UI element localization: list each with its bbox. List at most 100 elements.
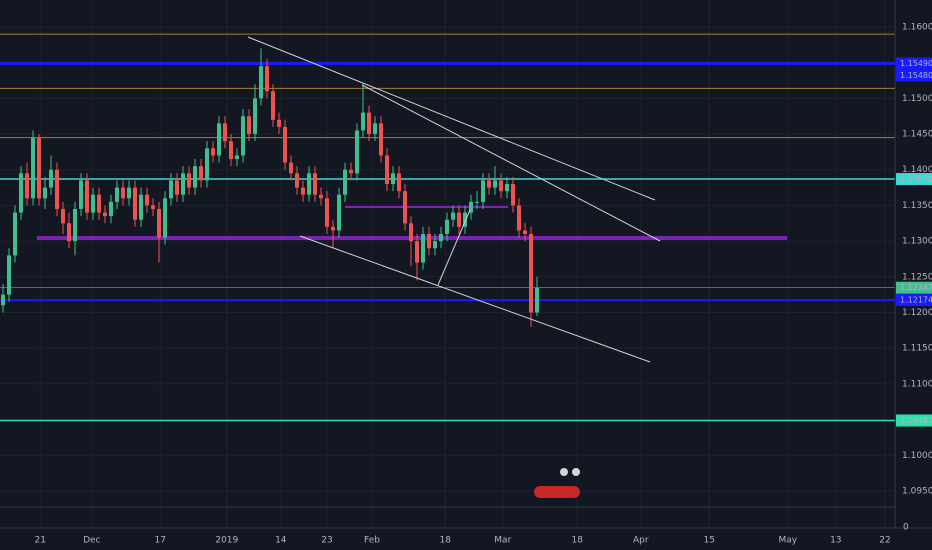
candle-body [337, 194, 341, 231]
event-icon [534, 486, 580, 498]
candle-body [61, 208, 65, 224]
candle-body [265, 66, 269, 92]
candle-body [25, 173, 29, 199]
candle-body [349, 169, 353, 174]
x-tick-label: 17 [154, 536, 165, 546]
grid [0, 0, 895, 528]
x-tick-label: 13 [830, 536, 841, 546]
price-tag-label: 1.10487 [900, 416, 932, 425]
candle-body [109, 201, 113, 217]
candle-body [445, 219, 449, 234]
candle-body [481, 180, 485, 202]
candle-body [127, 187, 131, 199]
x-tick-label: Apr [633, 536, 649, 546]
candle-body [319, 194, 323, 199]
price-tag [896, 414, 932, 427]
candle-body [283, 126, 287, 163]
candle-body [103, 212, 107, 217]
candles [1, 48, 539, 327]
trendlines [247, 36, 661, 363]
y-tick-label: 1.14500 [902, 130, 932, 140]
candle-body [133, 187, 137, 220]
candle-body [505, 184, 509, 192]
candle-body [493, 180, 497, 188]
candle-body [43, 187, 47, 199]
candle-body [517, 205, 521, 231]
candle-body [235, 155, 239, 160]
candle-body [139, 194, 143, 220]
candle-body [211, 148, 215, 156]
x-tick-label: Dec [83, 536, 100, 546]
candle-body [169, 180, 173, 199]
candle-body [205, 148, 209, 181]
candle-body [49, 169, 53, 188]
candle-body [421, 233, 425, 263]
candle-body [115, 187, 119, 202]
candle-body [145, 194, 149, 206]
candle-body [13, 212, 17, 256]
candle-body [427, 233, 431, 249]
candle-body [199, 166, 203, 181]
candle-body [367, 112, 371, 135]
trendline [361, 84, 661, 242]
price-tag-label: 1.12347 [900, 283, 932, 292]
x-tick-label: 22 [879, 536, 890, 546]
x-tick-label: May [778, 536, 797, 546]
candle-body [277, 119, 281, 127]
candle-body [229, 141, 233, 160]
y-tick-label: 1.12500 [902, 272, 932, 282]
candle-body [79, 180, 83, 209]
candle-body [313, 173, 317, 195]
candle-body [253, 98, 257, 135]
candle-body [511, 184, 515, 206]
candle-body [475, 201, 479, 203]
candle-body [223, 123, 227, 142]
y-tick-label: 1.11000 [902, 379, 932, 389]
price-tag [896, 281, 932, 294]
candle-body [85, 180, 89, 213]
candle-body [67, 223, 71, 242]
event-icon [560, 468, 568, 476]
candle-body [217, 123, 221, 156]
trendline [299, 235, 651, 363]
price-tag-label: 1.12174 [900, 296, 932, 305]
y-tick-label: 1.13000 [902, 237, 932, 247]
candle-body [331, 226, 335, 231]
candle-body [157, 208, 161, 238]
price-tag-label: 1.15480 [900, 71, 932, 80]
candle-body [379, 123, 383, 156]
y-tick-label: 1.16000 [902, 22, 932, 32]
candle-body [181, 173, 185, 195]
candle-body [391, 173, 395, 185]
candle-body [301, 187, 305, 195]
candle-body [433, 241, 437, 249]
candle-body [121, 187, 125, 199]
y-tick-label: 1.10000 [902, 451, 932, 461]
candle-body [385, 155, 389, 185]
candle-body [469, 201, 473, 213]
axes: 1.16000 1.15000 1.14500 1.14000 1.13500 1.130… [34, 22, 932, 545]
x-tick-label: Feb [364, 536, 380, 546]
price-tag-label: 1.15490 [900, 59, 932, 68]
candle-body [163, 198, 167, 238]
candle-body [403, 191, 407, 224]
candle-body [175, 180, 179, 195]
candle-body [409, 223, 413, 242]
candle-body [295, 173, 299, 188]
pane-label: 0 [903, 523, 909, 533]
x-tick-label: Mar [494, 536, 511, 546]
x-tick-label: 23 [321, 536, 332, 546]
candle-body [73, 208, 77, 242]
candle-body [307, 173, 311, 195]
price-tag [896, 173, 932, 186]
x-tick-label: 21 [34, 536, 45, 546]
candle-body [439, 233, 443, 242]
candle-body [247, 116, 251, 135]
candle-body [361, 112, 365, 131]
trendline [247, 36, 656, 201]
x-tick-label: 15 [703, 536, 714, 546]
x-tick-label: 14 [275, 536, 287, 546]
candle-body [271, 91, 275, 120]
